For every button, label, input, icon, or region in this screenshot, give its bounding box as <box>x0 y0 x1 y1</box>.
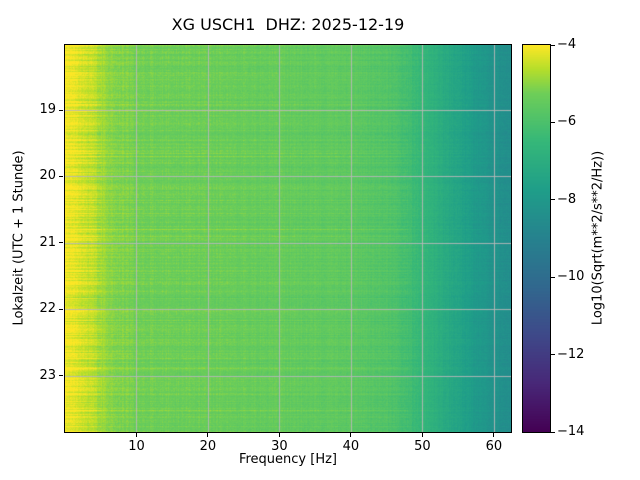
x-tick-label: 20 <box>199 439 217 454</box>
y-tick-label: 23 <box>39 367 56 383</box>
colorbar-tick-label: −8 <box>557 191 577 207</box>
x-tick <box>207 433 209 437</box>
y-tick-label: 19 <box>39 102 56 118</box>
colorbar-tick-label: −14 <box>557 424 585 439</box>
y-tick <box>59 375 63 377</box>
y-tick <box>59 308 63 310</box>
x-tick-label: 30 <box>271 439 288 454</box>
y-tick <box>59 242 63 244</box>
y-tick <box>59 175 63 177</box>
colorbar-tick <box>551 121 555 123</box>
x-tick <box>493 433 495 437</box>
colorbar-label: Log10(Sqrt(m**2/s**2/Hz)) <box>590 150 606 326</box>
y-tick <box>59 109 63 111</box>
y-tick-label: 22 <box>39 301 56 317</box>
x-tick-label: 40 <box>342 439 360 454</box>
x-tick-label: 10 <box>128 439 145 454</box>
colorbar-tick <box>551 354 555 356</box>
x-tick <box>350 433 352 437</box>
x-tick <box>278 433 280 437</box>
colorbar-tick <box>551 44 555 46</box>
colorbar-tick-label: −4 <box>557 37 577 52</box>
y-tick-label: 21 <box>39 234 56 250</box>
y-tick-label: 20 <box>39 168 56 184</box>
colorbar-tick <box>551 276 555 278</box>
x-tick <box>421 433 423 437</box>
x-tick-label: 60 <box>485 439 503 454</box>
colorbar-tick <box>551 431 555 433</box>
x-tick <box>135 433 137 437</box>
plot-title: XG USCH1 DHZ: 2025-12-19 <box>171 15 405 34</box>
colorbar-tick-label: −10 <box>557 269 585 285</box>
colorbar-tick-label: −6 <box>557 114 577 130</box>
colorbar-tick <box>551 199 555 201</box>
spectrogram-heatmap <box>65 45 511 432</box>
x-axis-label: Frequency [Hz] <box>238 452 338 467</box>
x-tick-label: 50 <box>414 439 431 454</box>
colorbar-tick-label: −12 <box>557 346 585 362</box>
colorbar-gradient <box>523 45 550 432</box>
